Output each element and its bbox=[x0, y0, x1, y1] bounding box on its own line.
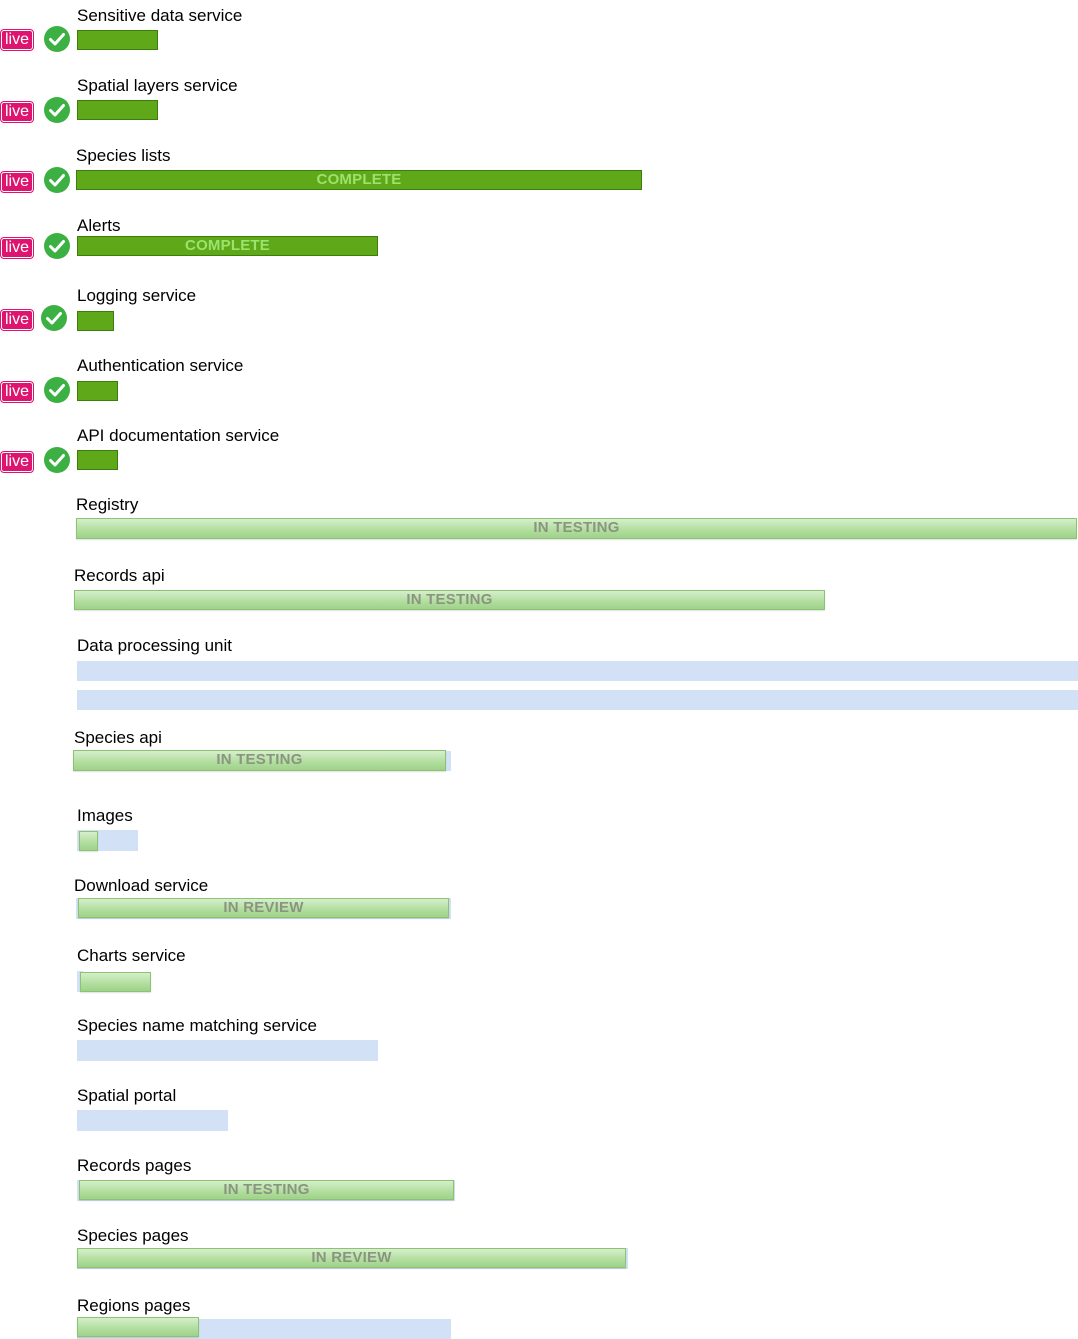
service-title: Species lists bbox=[76, 146, 171, 165]
status-label: IN TESTING bbox=[533, 519, 620, 536]
status-label: IN TESTING bbox=[223, 1181, 310, 1198]
progress-bar: IN REVIEW bbox=[78, 898, 449, 918]
status-label: IN TESTING bbox=[406, 591, 493, 608]
progress-bar: IN TESTING bbox=[76, 518, 1077, 539]
progress-bar-complete bbox=[77, 30, 158, 50]
service-title: Data processing unit bbox=[77, 636, 232, 655]
service-title: Images bbox=[77, 806, 133, 825]
live-badge: live bbox=[1, 382, 34, 402]
status-label: IN REVIEW bbox=[223, 899, 304, 916]
live-badge: live bbox=[1, 102, 34, 122]
status-label: COMPLETE bbox=[185, 237, 270, 254]
progress-bar-complete bbox=[77, 100, 158, 120]
service-title: Species pages bbox=[77, 1226, 189, 1245]
service-title: Species api bbox=[74, 728, 162, 747]
progress-bar: IN TESTING bbox=[73, 750, 446, 771]
service-title: Spatial layers service bbox=[77, 76, 238, 95]
service-title: Regions pages bbox=[77, 1296, 191, 1315]
service-title: Registry bbox=[76, 495, 139, 514]
live-badge: live bbox=[1, 452, 34, 472]
service-title: API documentation service bbox=[77, 426, 280, 445]
progress-bar-complete: COMPLETE bbox=[76, 170, 642, 190]
status-label: COMPLETE bbox=[316, 171, 402, 188]
check-circle-icon bbox=[41, 305, 67, 331]
service-title: Logging service bbox=[77, 286, 197, 305]
service-title: Alerts bbox=[77, 216, 121, 235]
progress-bar-complete bbox=[77, 381, 118, 401]
progress-bar-complete bbox=[77, 450, 118, 470]
progress-bar: IN TESTING bbox=[74, 590, 825, 610]
service-title: Species name matching service bbox=[77, 1016, 318, 1035]
service-title: Spatial portal bbox=[77, 1086, 177, 1105]
progress-bar-remaining bbox=[77, 690, 1078, 710]
progress-bar bbox=[79, 831, 98, 851]
check-circle-icon bbox=[44, 377, 70, 403]
service-title: Download service bbox=[74, 876, 209, 895]
service-title: Sensitive data service bbox=[77, 6, 243, 25]
progress-bar-complete: COMPLETE bbox=[77, 236, 378, 256]
live-badge: live bbox=[1, 30, 34, 50]
check-circle-icon bbox=[44, 447, 70, 473]
live-badge: live bbox=[1, 172, 34, 192]
progress-bar: IN REVIEW bbox=[77, 1248, 626, 1268]
service-title: Records pages bbox=[77, 1156, 192, 1175]
progress-bar-complete bbox=[77, 311, 114, 331]
progress-bar-remaining bbox=[77, 1110, 228, 1131]
status-label: IN TESTING bbox=[216, 751, 303, 768]
progress-bar bbox=[80, 972, 151, 992]
status-label: IN REVIEW bbox=[311, 1249, 392, 1266]
progress-bar-remaining bbox=[77, 661, 1078, 681]
check-circle-icon bbox=[44, 97, 70, 123]
service-title: Records api bbox=[74, 566, 165, 585]
live-badge: live bbox=[1, 310, 34, 330]
service-title: Charts service bbox=[77, 946, 186, 965]
progress-bar-remaining bbox=[77, 1040, 378, 1061]
progress-bar bbox=[77, 1317, 199, 1337]
check-circle-icon bbox=[44, 233, 70, 259]
check-circle-icon bbox=[44, 26, 70, 52]
check-circle-icon bbox=[44, 167, 70, 193]
progress-bar: IN TESTING bbox=[79, 1180, 454, 1200]
service-title: Authentication service bbox=[77, 356, 244, 375]
live-badge: live bbox=[1, 238, 34, 258]
